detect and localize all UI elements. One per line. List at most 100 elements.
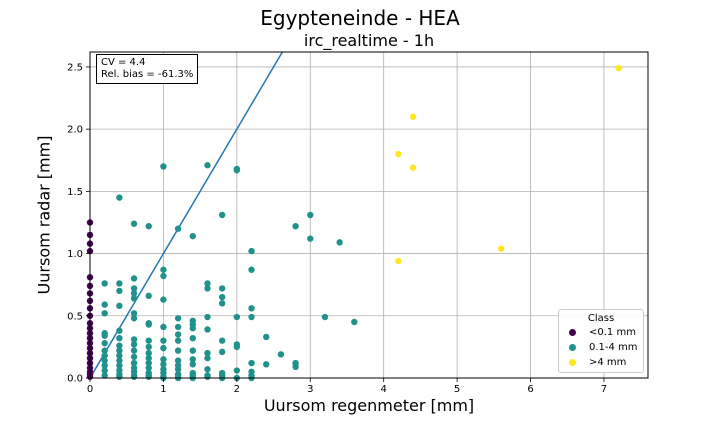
data-point	[204, 349, 211, 357]
data-point	[189, 334, 196, 342]
x-axis-ticks: 0 1 2 3 4 5 6 7	[87, 378, 607, 395]
data-point	[218, 337, 226, 344]
data-point	[160, 361, 167, 368]
data-point	[395, 257, 402, 265]
x-tick-label: 6	[527, 384, 533, 395]
legend-marker	[569, 359, 576, 366]
data-point	[218, 293, 226, 301]
data-point	[174, 315, 182, 322]
data-point	[130, 275, 138, 282]
data-point	[160, 266, 167, 273]
data-point	[145, 222, 152, 230]
y-tick-label: 1.0	[67, 249, 83, 260]
data-point	[116, 352, 123, 359]
data-point	[218, 348, 226, 356]
data-point	[409, 164, 417, 171]
data-point	[160, 323, 167, 331]
data-point	[204, 366, 211, 373]
data-point	[116, 194, 123, 201]
legend-label: <0.1 mm	[589, 327, 636, 338]
data-point	[116, 302, 123, 310]
data-point	[160, 296, 167, 303]
data-point	[248, 313, 255, 321]
data-point	[130, 336, 138, 343]
data-point	[145, 349, 152, 357]
legend: Class <0.1 mm 0.1-4 mm >4 mm	[558, 309, 644, 373]
legend-marker	[569, 329, 576, 336]
data-point	[160, 337, 167, 344]
cv-stat: CV = 4.4	[101, 57, 146, 68]
series-0-1-4-mm	[101, 162, 358, 382]
data-point	[130, 315, 138, 322]
legend-item: <0.1 mm	[559, 325, 643, 340]
data-point	[101, 332, 108, 339]
stats-box: CV = 4.4 Rel. bias = -61.3%	[96, 54, 199, 84]
data-point	[145, 354, 152, 362]
data-point	[130, 373, 138, 380]
data-point	[145, 292, 152, 300]
data-point	[218, 300, 226, 307]
data-point	[263, 333, 270, 341]
data-point	[160, 356, 167, 363]
data-point	[101, 347, 108, 354]
data-point	[101, 362, 108, 369]
data-point	[204, 285, 211, 292]
data-point	[160, 163, 167, 170]
y-axis-label: Uursom radar [mm]	[34, 135, 54, 295]
legend-marker	[569, 344, 576, 351]
data-point	[233, 167, 241, 174]
data-point	[204, 280, 211, 287]
data-point	[307, 211, 314, 219]
x-tick-label: 5	[454, 384, 460, 395]
data-point	[233, 343, 241, 351]
data-point	[336, 239, 343, 246]
data-point	[248, 359, 255, 367]
data-point	[204, 162, 211, 169]
data-point	[116, 280, 123, 287]
data-point	[204, 326, 211, 333]
data-point	[189, 361, 196, 368]
legend-item: 0.1-4 mm	[559, 340, 643, 355]
data-point	[130, 359, 138, 367]
data-point	[130, 220, 138, 227]
data-point	[130, 341, 138, 348]
data-point	[174, 357, 182, 364]
data-point	[116, 287, 123, 295]
data-points	[86, 64, 622, 382]
data-point	[101, 310, 108, 317]
data-point	[263, 361, 270, 368]
data-point	[351, 318, 358, 326]
data-point	[130, 353, 138, 361]
data-point	[101, 301, 108, 308]
data-point	[277, 351, 285, 358]
data-point	[174, 331, 182, 338]
data-point	[160, 344, 167, 352]
data-point	[101, 352, 108, 359]
data-point	[218, 285, 226, 292]
x-axis-label: Uursom regenmeter [mm]	[263, 396, 475, 415]
data-point	[145, 373, 152, 380]
legend-item: >4 mm	[559, 355, 643, 370]
data-point	[174, 337, 182, 344]
data-point	[615, 64, 622, 72]
x-tick-label: 4	[380, 384, 386, 395]
y-tick-label: 2.5	[67, 62, 83, 73]
data-point	[321, 313, 329, 321]
data-point	[189, 356, 196, 363]
data-point	[160, 272, 167, 280]
data-point	[218, 211, 226, 219]
data-point	[101, 367, 108, 374]
legend-label: 0.1-4 mm	[589, 342, 638, 353]
legend-label: >4 mm	[589, 357, 627, 368]
data-point	[174, 225, 182, 232]
data-point	[101, 372, 108, 379]
data-point	[189, 325, 196, 332]
y-tick-label: 1.5	[67, 187, 83, 198]
data-point	[248, 305, 255, 312]
reference-line	[89, 51, 284, 379]
figure-title: Egypteneinde - HEA	[260, 6, 460, 30]
data-point	[292, 222, 299, 230]
data-point	[145, 364, 152, 372]
data-point	[248, 247, 255, 255]
x-tick-label: 7	[601, 384, 607, 395]
